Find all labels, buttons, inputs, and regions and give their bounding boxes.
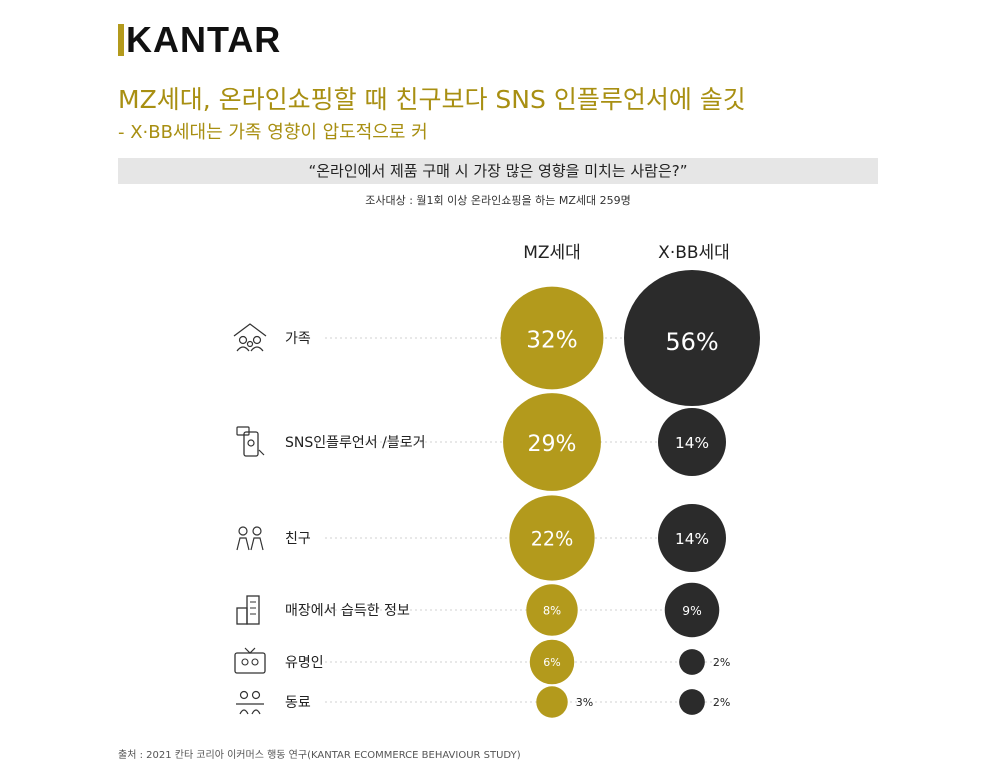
phone-influencer-icon xyxy=(236,426,265,457)
data-label: 22% xyxy=(531,528,574,551)
survey-question: “온라인에서 제품 구매 시 가장 많은 영향을 미치는 사람은?” xyxy=(118,158,878,184)
bubble xyxy=(679,649,705,675)
bubble xyxy=(536,686,568,718)
column-header-mz: MZ세대 xyxy=(523,243,581,263)
bubble xyxy=(529,639,575,685)
category-label: 유명인 xyxy=(285,655,324,671)
friends-icon xyxy=(236,526,264,551)
column-header-xbb: X·BB세대 xyxy=(658,243,730,263)
category-label: 가족 xyxy=(285,331,311,347)
survey-target: 조사대상 : 월1회 이상 온라인쇼핑을 하는 MZ세대 259명 xyxy=(365,194,631,207)
bubble xyxy=(526,584,578,636)
data-label: 8% xyxy=(543,604,561,618)
logo-accent-bar xyxy=(118,24,124,56)
colleagues-icon xyxy=(236,690,264,715)
data-label: 2% xyxy=(713,656,730,669)
category-label: 동료 xyxy=(285,695,311,711)
logo-text: KANTAR xyxy=(126,19,282,60)
bubble xyxy=(509,495,595,581)
data-label: 14% xyxy=(675,434,709,452)
bubble xyxy=(624,270,760,406)
source-note: 출처 : 2021 칸타 코리아 이커머스 행동 연구(KANTAR ECOMM… xyxy=(118,750,521,761)
family-icon xyxy=(233,323,267,352)
bubble xyxy=(664,582,720,638)
store-icon xyxy=(236,595,260,625)
data-label: 3% xyxy=(576,696,593,709)
data-label: 9% xyxy=(682,604,701,618)
bubble xyxy=(658,408,726,476)
bubble xyxy=(658,504,726,572)
data-label: 29% xyxy=(528,432,577,457)
tv-celebrity-icon xyxy=(234,647,266,674)
data-label: 2% xyxy=(713,696,730,709)
data-label: 14% xyxy=(675,530,709,548)
category-label: 친구 xyxy=(285,531,311,547)
bubble xyxy=(503,393,601,491)
data-label: 56% xyxy=(665,328,718,356)
kantar-logo: KANTAR xyxy=(118,22,281,58)
bubble xyxy=(679,689,705,715)
page-title: MZ세대, 온라인쇼핑할 때 친구보다 SNS 인플루언서에 솔깃 xyxy=(118,85,746,114)
page-subtitle: - X·BB세대는 가족 영향이 압도적으로 커 xyxy=(118,122,428,143)
category-label: 매장에서 습득한 정보 xyxy=(285,603,410,619)
data-label: 6% xyxy=(543,656,560,669)
bubble xyxy=(500,286,604,390)
data-label: 32% xyxy=(526,327,577,353)
category-label: SNS인플루언서 /블로거 xyxy=(285,435,425,451)
